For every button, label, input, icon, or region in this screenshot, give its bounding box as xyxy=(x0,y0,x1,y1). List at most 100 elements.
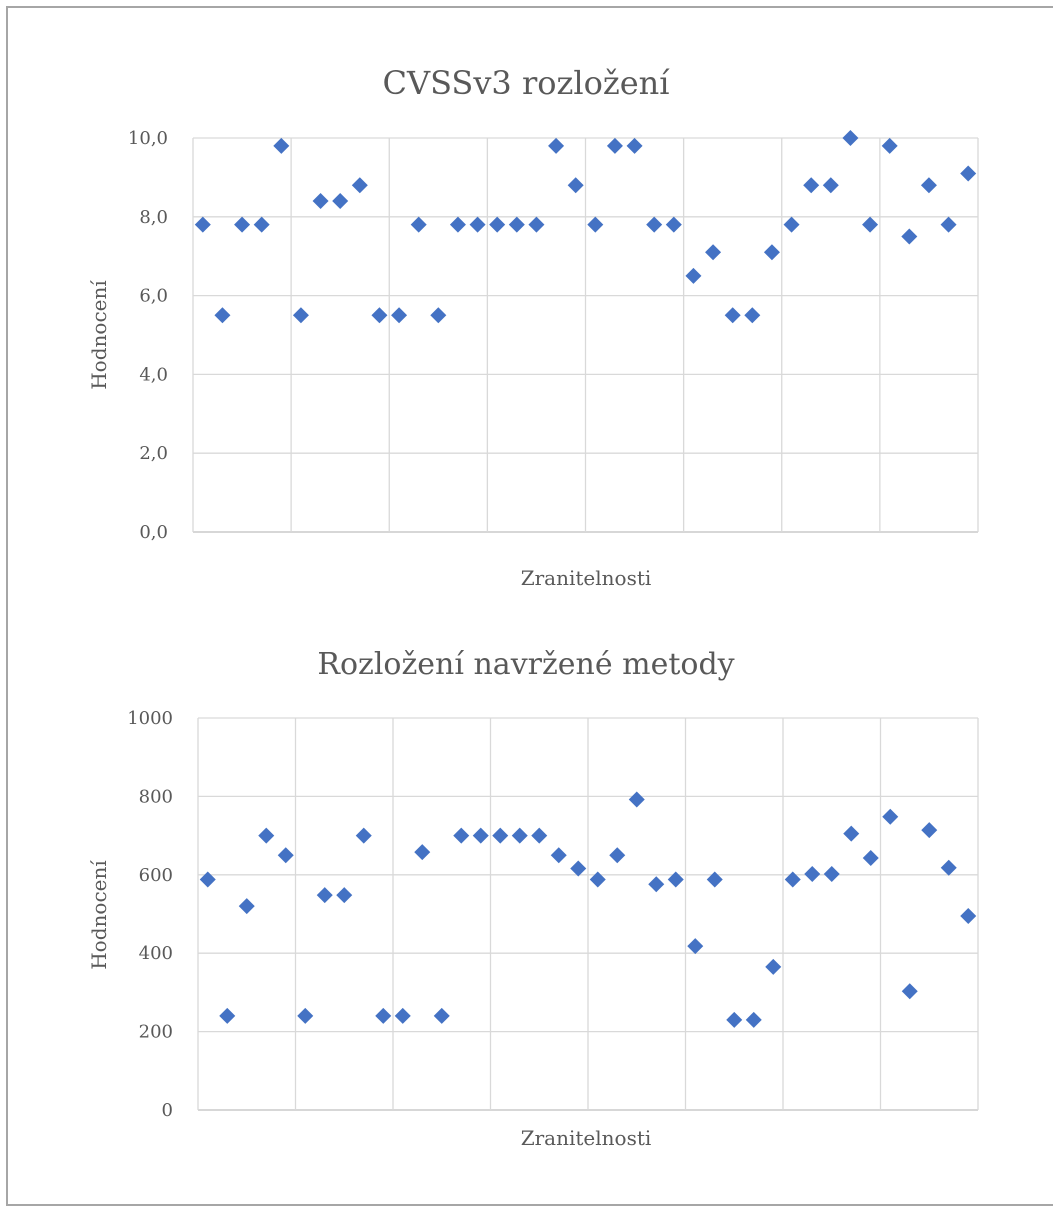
data-point xyxy=(391,307,408,324)
x-axis-label: Zranitelnosti xyxy=(521,1126,652,1150)
data-point xyxy=(449,216,466,233)
y-tick-label: 0 xyxy=(162,1100,173,1121)
data-point xyxy=(508,216,525,233)
data-point xyxy=(726,1011,743,1028)
data-point xyxy=(804,866,821,883)
data-point xyxy=(744,307,761,324)
data-point xyxy=(292,307,309,324)
data-point xyxy=(234,216,251,233)
data-point xyxy=(297,1007,314,1024)
data-point xyxy=(430,307,447,324)
data-point xyxy=(336,887,353,904)
data-point xyxy=(410,216,427,233)
data-point xyxy=(665,216,682,233)
chart-title: CVSSv3 rozložení xyxy=(382,64,670,102)
y-tick-labels: 0,0 2,0 4,0 6,0 8,0 10,0 xyxy=(128,128,168,543)
x-axis-label: Zranitelnosti xyxy=(521,566,652,590)
y-tick-label: 200 xyxy=(139,1022,173,1043)
data-point xyxy=(606,137,623,154)
gridlines xyxy=(192,137,979,533)
data-point xyxy=(351,177,368,194)
data-point xyxy=(784,871,801,888)
data-point xyxy=(492,827,509,844)
data-point xyxy=(881,137,898,154)
data-point xyxy=(862,849,879,866)
y-tick-label: 600 xyxy=(139,865,173,886)
data-point xyxy=(882,808,899,825)
data-point xyxy=(273,137,290,154)
data-points xyxy=(199,791,977,1028)
data-point xyxy=(194,216,211,233)
data-point xyxy=(609,847,626,864)
data-point xyxy=(765,958,782,975)
data-point xyxy=(940,859,957,876)
data-point xyxy=(901,983,918,1000)
data-point xyxy=(316,887,333,904)
data-point xyxy=(277,847,294,864)
data-point xyxy=(531,827,548,844)
data-point xyxy=(842,130,859,146)
data-point xyxy=(567,177,584,194)
data-point xyxy=(238,898,255,915)
method-chart: Rozložení navržené metody 0 200 400 600 800 1… xyxy=(87,647,979,1150)
data-point xyxy=(587,216,604,233)
data-point xyxy=(433,1007,450,1024)
data-point xyxy=(570,860,587,877)
data-point xyxy=(489,216,506,233)
data-point xyxy=(745,1011,762,1028)
data-point xyxy=(706,871,723,888)
data-point xyxy=(783,216,800,233)
data-point xyxy=(469,216,486,233)
data-point xyxy=(803,177,820,194)
data-point xyxy=(960,907,977,924)
chart-title: Rozložení navržené metody xyxy=(317,647,734,682)
data-point xyxy=(453,827,470,844)
cvss-chart: CVSSv3 rozložení 0,0 2,0 4,0 6,0 8,0 10,0 Zra… xyxy=(87,64,979,590)
y-tick-label: 10,0 xyxy=(128,128,168,149)
data-point xyxy=(312,193,329,210)
data-point xyxy=(901,228,918,245)
data-point xyxy=(550,847,567,864)
y-tick-label: 800 xyxy=(139,786,173,807)
data-points xyxy=(194,130,977,324)
gridlines xyxy=(197,717,979,1111)
data-point xyxy=(960,165,977,182)
data-point xyxy=(724,307,741,324)
data-point xyxy=(921,822,938,839)
y-axis-label: Hodnocení xyxy=(87,860,111,970)
y-tick-label: 8,0 xyxy=(139,207,168,228)
y-tick-label: 400 xyxy=(139,943,173,964)
data-point xyxy=(705,244,722,261)
data-point xyxy=(626,137,643,154)
data-point xyxy=(258,827,275,844)
data-point xyxy=(920,177,937,194)
data-point xyxy=(214,307,231,324)
data-point xyxy=(843,825,860,842)
data-point xyxy=(511,827,528,844)
data-point xyxy=(472,827,489,844)
data-point xyxy=(219,1007,236,1024)
data-point xyxy=(862,216,879,233)
y-tick-label: 1000 xyxy=(127,708,173,729)
data-point xyxy=(355,827,372,844)
data-point xyxy=(414,844,431,861)
y-tick-label: 4,0 xyxy=(139,364,168,385)
y-axis-label: Hodnocení xyxy=(87,280,111,390)
data-point xyxy=(822,177,839,194)
data-point xyxy=(823,866,840,883)
data-point xyxy=(253,216,270,233)
data-point xyxy=(332,193,349,210)
data-point xyxy=(687,938,704,955)
data-point xyxy=(528,216,545,233)
data-point xyxy=(628,791,645,808)
data-point xyxy=(394,1007,411,1024)
data-point xyxy=(371,307,388,324)
data-point xyxy=(667,871,684,888)
data-point xyxy=(648,876,665,893)
data-point xyxy=(940,216,957,233)
y-tick-label: 2,0 xyxy=(139,443,168,464)
data-point xyxy=(646,216,663,233)
data-point xyxy=(199,871,216,888)
y-tick-labels: 0 200 400 600 800 1000 xyxy=(127,708,173,1121)
data-point xyxy=(685,267,702,284)
